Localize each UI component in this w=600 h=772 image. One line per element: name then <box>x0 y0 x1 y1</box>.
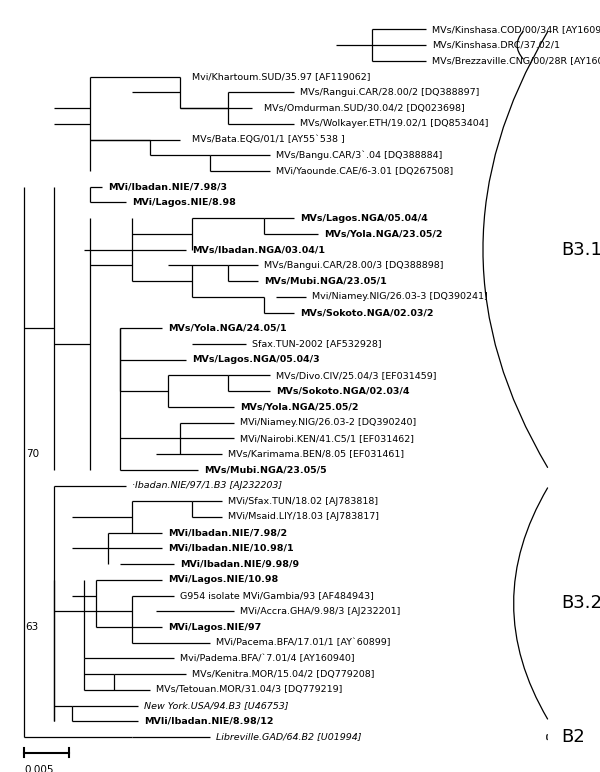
Text: Mvi/Padema.BFA/`7.01/4 [AY160940]: Mvi/Padema.BFA/`7.01/4 [AY160940] <box>180 654 355 663</box>
Text: MVs/Divo.CIV/25.04/3 [EF031459]: MVs/Divo.CIV/25.04/3 [EF031459] <box>276 371 437 380</box>
Text: MVs/Lagos.NGA/05.04/4: MVs/Lagos.NGA/05.04/4 <box>300 214 428 222</box>
Text: MVs/Rangui.CAR/28.00/2 [DQ388897]: MVs/Rangui.CAR/28.00/2 [DQ388897] <box>300 88 479 96</box>
Text: MVs/Wolkayer.ETH/19.02/1 [DQ853404]: MVs/Wolkayer.ETH/19.02/1 [DQ853404] <box>300 120 488 128</box>
Text: Mvi/Niamey.NIG/26.03-3 [DQ390241]: Mvi/Niamey.NIG/26.03-3 [DQ390241] <box>312 293 488 301</box>
Text: MVs/Yola.NGA/24.05/1: MVs/Yola.NGA/24.05/1 <box>168 323 287 333</box>
Text: MVi/Ibadan.NIE/7.98/3: MVi/Ibadan.NIE/7.98/3 <box>108 182 227 191</box>
Text: 63: 63 <box>26 622 39 632</box>
Text: MVi/Msaid.LIY/18.03 [AJ783817]: MVi/Msaid.LIY/18.03 [AJ783817] <box>228 513 379 521</box>
Text: MVIi/Ibadan.NIE/8.98/12: MVIi/Ibadan.NIE/8.98/12 <box>144 717 274 726</box>
Text: 70: 70 <box>26 449 39 459</box>
Text: MVs/Bata.EQG/01/1 [AY55`538 ]: MVs/Bata.EQG/01/1 [AY55`538 ] <box>192 135 345 144</box>
Text: Mvi/Khartoum.SUD/35.97 [AF119062]: Mvi/Khartoum.SUD/35.97 [AF119062] <box>192 72 371 81</box>
Text: MVi/Lagos.NIE/10.98: MVi/Lagos.NIE/10.98 <box>168 575 278 584</box>
Text: MVs/Mubi.NGA/23.05/5: MVs/Mubi.NGA/23.05/5 <box>204 466 326 474</box>
Text: Libreville.GAD/64.B2 [U01994]: Libreville.GAD/64.B2 [U01994] <box>216 733 361 742</box>
Text: MVs/Omdurman.SUD/30.04/2 [DQ023698]: MVs/Omdurman.SUD/30.04/2 [DQ023698] <box>264 103 465 113</box>
Text: ·Ibadan.NIE/97/1.B3 [AJ232203]: ·Ibadan.NIE/97/1.B3 [AJ232203] <box>132 481 282 490</box>
Text: MVi/Ibadan.NIE/10.98/1: MVi/Ibadan.NIE/10.98/1 <box>168 544 293 553</box>
Text: Sfax.TUN-2002 [AF532928]: Sfax.TUN-2002 [AF532928] <box>252 340 382 348</box>
Text: MVi/Yaounde.CAE/6-3.01 [DQ267508]: MVi/Yaounde.CAE/6-3.01 [DQ267508] <box>276 167 453 175</box>
Text: MVi/Lagos.NIE/8.98: MVi/Lagos.NIE/8.98 <box>132 198 236 207</box>
Text: MVi/Sfax.TUN/18.02 [AJ783818]: MVi/Sfax.TUN/18.02 [AJ783818] <box>228 496 378 506</box>
Text: B3.1: B3.1 <box>561 241 600 259</box>
Text: G954 isolate MVi/Gambia/93 [AF484943]: G954 isolate MVi/Gambia/93 [AF484943] <box>180 591 374 600</box>
Text: MVs/Ibadan.NGA/03.04/1: MVs/Ibadan.NGA/03.04/1 <box>192 245 325 254</box>
Text: 0.005: 0.005 <box>24 765 53 772</box>
Text: MVs/Bangui.CAR/28.00/3 [DQ388898]: MVs/Bangui.CAR/28.00/3 [DQ388898] <box>264 261 443 270</box>
Text: MVs/Mubi.NGA/23.05/1: MVs/Mubi.NGA/23.05/1 <box>264 276 387 286</box>
Text: MVi/Niamey.NIG/26.03-2 [DQ390240]: MVi/Niamey.NIG/26.03-2 [DQ390240] <box>240 418 416 427</box>
Text: MVi/Lagos.NIE/97: MVi/Lagos.NIE/97 <box>168 622 261 631</box>
Text: B2: B2 <box>561 728 585 746</box>
Text: MVs/Tetouan.MOR/31.04/3 [DQ779219]: MVs/Tetouan.MOR/31.04/3 [DQ779219] <box>156 686 343 695</box>
Text: MVi/Accra.GHA/9.98/3 [AJ232201]: MVi/Accra.GHA/9.98/3 [AJ232201] <box>240 607 400 616</box>
Text: MVi/Ibadan.NIE/7.98/2: MVi/Ibadan.NIE/7.98/2 <box>168 528 287 537</box>
Text: MVs/Sokoto.NGA/02.03/2: MVs/Sokoto.NGA/02.03/2 <box>300 308 433 317</box>
Text: B3.2: B3.2 <box>561 594 600 612</box>
Text: MVs/Lagos.NGA/05.04/3: MVs/Lagos.NGA/05.04/3 <box>192 355 320 364</box>
Text: MVi/Nairobi.KEN/41.C5/1 [EF031462]: MVi/Nairobi.KEN/41.C5/1 [EF031462] <box>240 434 414 443</box>
Text: MVs/Kinshasa.DRC/37.02/1: MVs/Kinshasa.DRC/37.02/1 <box>432 41 560 49</box>
Text: MVi/Ibadan.NIE/9.98/9: MVi/Ibadan.NIE/9.98/9 <box>180 560 299 569</box>
Text: New York.USA/94.B3 [U46753]: New York.USA/94.B3 [U46753] <box>144 701 289 710</box>
Text: MVs/Yola.NGA/25.05/2: MVs/Yola.NGA/25.05/2 <box>240 402 359 411</box>
Text: MVs/Yola.NGA/23.05/2: MVs/Yola.NGA/23.05/2 <box>324 229 443 239</box>
Text: MVs/Bangu.CAR/3`.04 [DQ388884]: MVs/Bangu.CAR/3`.04 [DQ388884] <box>276 151 442 160</box>
Text: MVi/Pacema.BFA/17.01/1 [AY`60899]: MVi/Pacema.BFA/17.01/1 [AY`60899] <box>216 638 391 647</box>
Text: MVs/Kenitra.MOR/15.04/2 [DQ779208]: MVs/Kenitra.MOR/15.04/2 [DQ779208] <box>192 670 374 679</box>
Text: MVs/Sokoto.NGA/02.03/4: MVs/Sokoto.NGA/02.03/4 <box>276 387 409 396</box>
Text: MVs/Kinshasa.COD/00/34R [AY16094-6]: MVs/Kinshasa.COD/00/34R [AY16094-6] <box>432 25 600 34</box>
Text: MVs/Brezzaville.CNG/00/28R [AY16095C]: MVs/Brezzaville.CNG/00/28R [AY16095C] <box>432 56 600 66</box>
Text: MVs/Karimama.BEN/8.05 [EF031461]: MVs/Karimama.BEN/8.05 [EF031461] <box>228 449 404 459</box>
